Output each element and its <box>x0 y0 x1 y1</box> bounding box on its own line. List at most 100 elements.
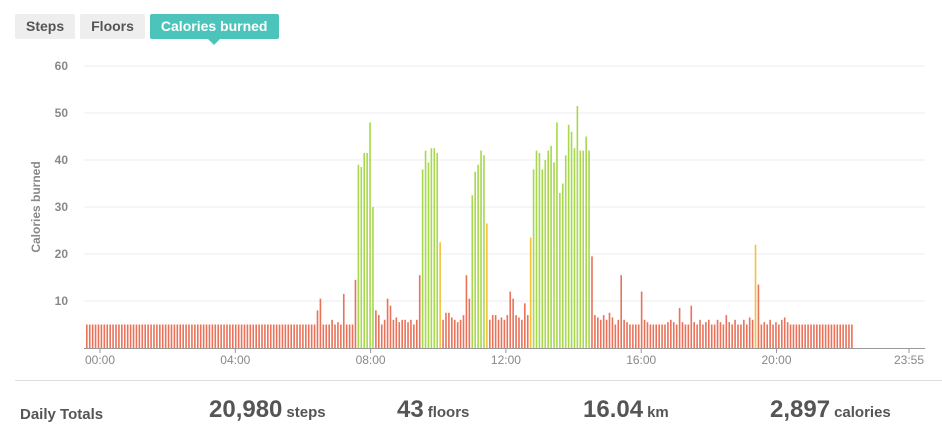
calorie-bar[interactable] <box>147 324 149 349</box>
calorie-bar[interactable] <box>217 324 220 349</box>
calorie-bar[interactable] <box>681 322 684 348</box>
calorie-bar[interactable] <box>439 242 441 348</box>
calorie-bar[interactable] <box>474 171 476 348</box>
calorie-bar[interactable] <box>719 322 722 348</box>
calorie-bar[interactable] <box>179 324 182 349</box>
calorie-bar[interactable] <box>141 324 144 349</box>
calorie-bar[interactable] <box>757 284 760 348</box>
calorie-bar[interactable] <box>451 317 453 348</box>
calorie-bar[interactable] <box>325 324 328 349</box>
calorie-bar[interactable] <box>445 312 447 348</box>
calorie-bar[interactable] <box>836 324 839 349</box>
calorie-bar[interactable] <box>526 315 529 348</box>
calorie-bar[interactable] <box>310 324 313 349</box>
calorie-bar[interactable] <box>395 317 398 348</box>
calorie-bar[interactable] <box>436 152 439 348</box>
calorie-bar[interactable] <box>734 319 736 348</box>
calorie-bar[interactable] <box>816 324 818 349</box>
calorie-bar[interactable] <box>261 324 263 349</box>
calorie-bar[interactable] <box>112 324 114 349</box>
calorie-bar[interactable] <box>448 312 450 348</box>
calorie-bar[interactable] <box>176 324 179 349</box>
calorie-bar[interactable] <box>821 324 824 349</box>
calorie-bar[interactable] <box>550 145 552 348</box>
calorie-bar[interactable] <box>237 324 240 349</box>
calorie-bar[interactable] <box>553 162 555 348</box>
calorie-bar[interactable] <box>807 324 809 349</box>
calorie-bar[interactable] <box>678 308 681 348</box>
calorie-bar[interactable] <box>269 324 272 349</box>
calorie-bar[interactable] <box>827 324 830 349</box>
calorie-bar[interactable] <box>421 169 424 348</box>
calorie-bar[interactable] <box>643 319 646 348</box>
calorie-bar[interactable] <box>386 298 389 348</box>
calorie-bar[interactable] <box>737 324 739 349</box>
calorie-bar[interactable] <box>354 279 357 348</box>
calorie-bar[interactable] <box>340 324 342 349</box>
calorie-bar[interactable] <box>456 322 459 348</box>
calorie-bar[interactable] <box>334 324 336 349</box>
calorie-bar[interactable] <box>617 319 620 348</box>
calorie-bar[interactable] <box>214 324 217 349</box>
calorie-bar[interactable] <box>848 324 850 349</box>
calorie-bar[interactable] <box>833 324 836 349</box>
calorie-bar[interactable] <box>559 192 561 348</box>
calorie-bar[interactable] <box>328 324 330 349</box>
calorie-bar[interactable] <box>194 324 196 349</box>
calorie-bar[interactable] <box>634 324 637 349</box>
calorie-bar[interactable] <box>751 319 754 348</box>
calorie-bar[interactable] <box>672 322 675 348</box>
calorie-bar[interactable] <box>567 124 570 348</box>
calorie-bar[interactable] <box>389 305 392 348</box>
calorie-bar[interactable] <box>378 315 380 348</box>
calorie-bar[interactable] <box>407 322 409 348</box>
calorie-bar[interactable] <box>94 324 97 349</box>
calorie-bar[interactable] <box>305 324 307 349</box>
calorie-bar[interactable] <box>707 319 710 348</box>
calorie-bar[interactable] <box>801 324 804 349</box>
calorie-bar[interactable] <box>138 324 141 349</box>
calorie-bar[interactable] <box>159 324 161 349</box>
calorie-bar[interactable] <box>696 324 698 349</box>
calorie-bar[interactable] <box>509 291 512 348</box>
calorie-bar[interactable] <box>88 324 91 349</box>
calorie-bar[interactable] <box>299 324 301 349</box>
calorie-bar[interactable] <box>264 324 266 349</box>
calorie-bar[interactable] <box>249 324 252 349</box>
calorie-bar[interactable] <box>772 324 774 349</box>
calorie-bar[interactable] <box>144 324 147 349</box>
calorie-bar[interactable] <box>813 324 815 349</box>
calorie-bar[interactable] <box>754 244 757 348</box>
calorie-bar[interactable] <box>109 324 111 349</box>
calorie-bar[interactable] <box>313 324 316 349</box>
calorie-bar[interactable] <box>766 324 768 349</box>
calorie-bar[interactable] <box>544 160 547 348</box>
calorie-bar[interactable] <box>246 324 249 349</box>
calorie-bar[interactable] <box>468 298 471 348</box>
calorie-bar[interactable] <box>360 167 363 348</box>
calorie-bar[interactable] <box>497 319 500 348</box>
calorie-bar[interactable] <box>427 162 430 348</box>
calorie-bar[interactable] <box>637 324 640 349</box>
calorie-bar[interactable] <box>702 324 704 349</box>
calorie-bar[interactable] <box>442 319 444 348</box>
calorie-bar[interactable] <box>258 324 260 349</box>
calorie-bar[interactable] <box>839 324 842 349</box>
calorie-bar[interactable] <box>690 305 693 348</box>
calorie-bar[interactable] <box>415 319 418 348</box>
calorie-bar[interactable] <box>121 324 123 349</box>
calorie-bar[interactable] <box>620 275 622 348</box>
calorie-bar[interactable] <box>518 317 520 348</box>
calorie-bar[interactable] <box>594 315 596 348</box>
calorie-bar[interactable] <box>118 324 120 349</box>
calorie-bar[interactable] <box>845 324 847 349</box>
calorie-bar[interactable] <box>713 324 716 349</box>
calorie-bar[interactable] <box>413 324 415 349</box>
calorie-bar[interactable] <box>243 324 246 349</box>
calorie-bar[interactable] <box>199 324 202 349</box>
tab-calories-burned[interactable]: Calories burned <box>149 14 279 45</box>
calorie-bar[interactable] <box>129 324 132 349</box>
calorie-bar[interactable] <box>91 324 94 349</box>
calorie-bar[interactable] <box>132 324 135 349</box>
calorie-bar[interactable] <box>182 324 184 349</box>
